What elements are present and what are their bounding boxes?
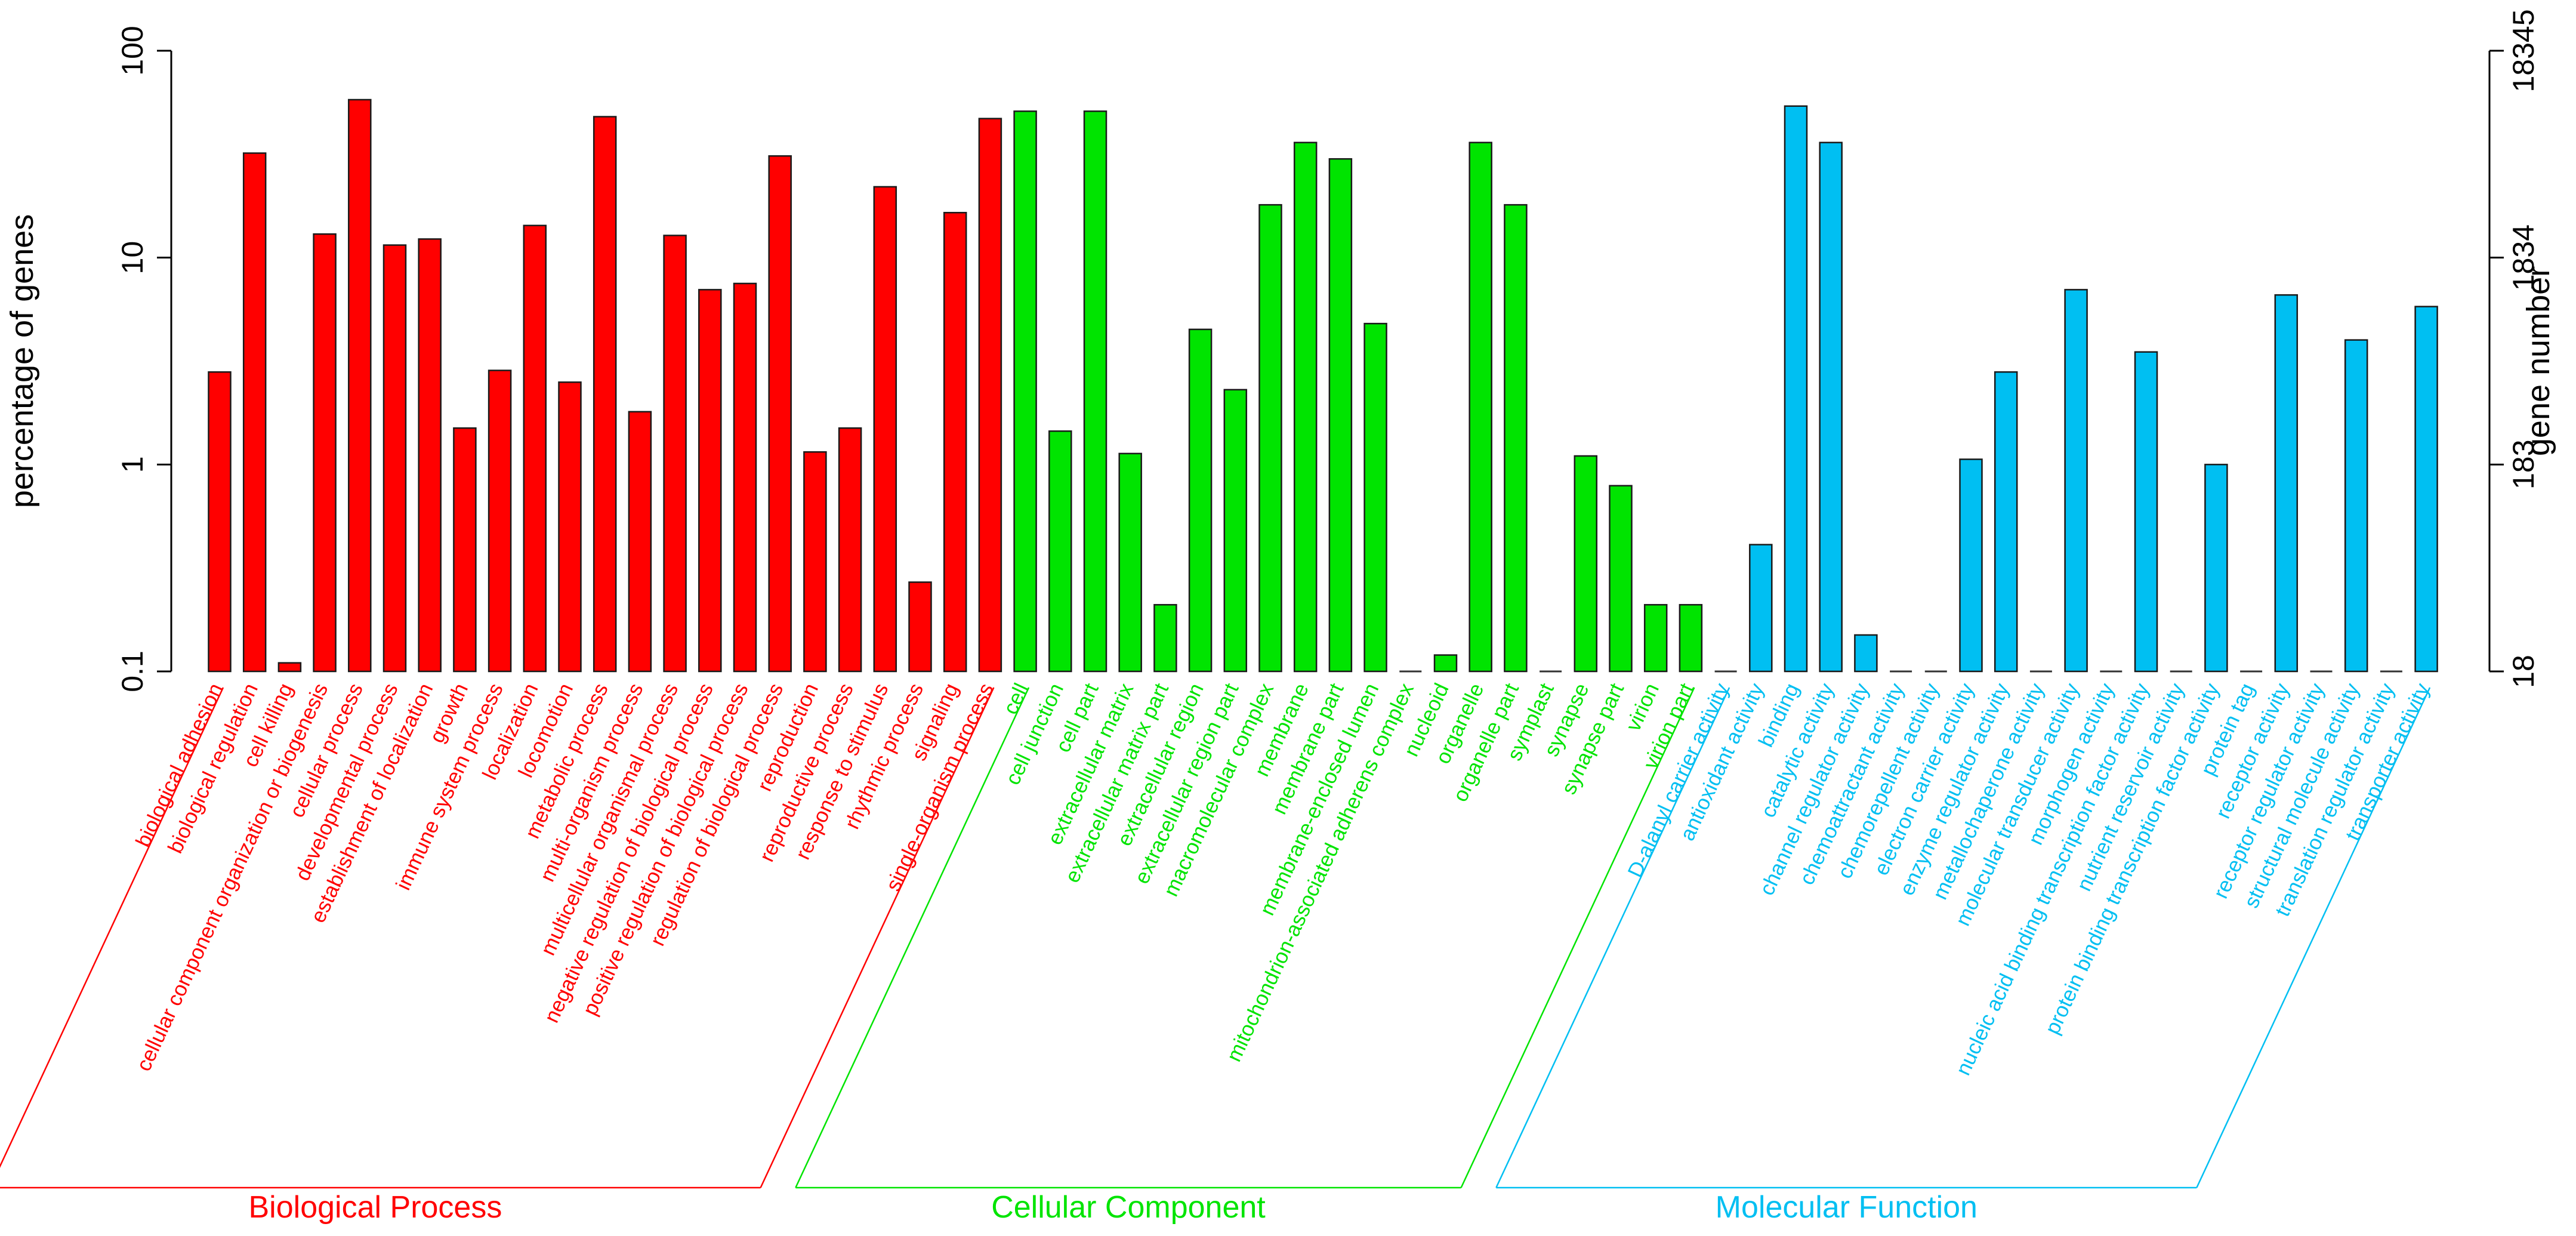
bracket-molecular_function-left: [1495, 687, 1730, 1188]
bar-locomotion: [558, 381, 582, 673]
group-label-cellular_component: Cellular Component: [991, 1190, 1266, 1225]
bar-organelle-part: [1504, 204, 1528, 673]
bar-antioxidant-activity: [1749, 544, 1773, 673]
bar-cell-junction: [1048, 430, 1072, 673]
bracket-cellular_component-left: [795, 687, 1030, 1188]
bar-transporter-activity: [2414, 306, 2438, 673]
bar-nucleic-acid-binding-transcription-factor-activity: [2134, 351, 2158, 673]
bar-rhythmic-process: [908, 581, 932, 673]
bar-cellular-process: [348, 98, 372, 673]
left-y-axis: 0.1 1 10 100: [116, 26, 172, 692]
bar-protein-binding-transcription-factor-activity: [2204, 464, 2228, 673]
bar-organelle: [1469, 141, 1492, 673]
bar-virion-part: [1679, 604, 1703, 673]
bar-biological-regulation: [242, 152, 267, 673]
right-tick-label: 183: [2507, 440, 2540, 489]
bar-molecular-transducer-activity: [2064, 289, 2088, 673]
bar-nucleoid: [1433, 654, 1458, 673]
right-y-axis: 18 183 1834 18345: [2488, 9, 2540, 688]
group-label-molecular_function: Molecular Function: [1716, 1190, 1977, 1225]
bar-membrane-enclosed-lumen: [1363, 322, 1387, 673]
bar-synapse: [1574, 455, 1598, 673]
bar-localization: [523, 224, 547, 673]
bar-enzyme-regulator-activity: [1994, 371, 2018, 673]
bar-growth: [453, 427, 477, 673]
bar-channel-regulator-activity: [1854, 634, 1878, 673]
bar-metabolic-process: [593, 116, 617, 673]
bracket-molecular_function-right: [2196, 687, 2431, 1188]
right-tick-label: 18: [2507, 655, 2540, 688]
bar-electron-carrier-activity: [1959, 458, 1983, 673]
bar-cell: [1013, 110, 1037, 673]
bar-binding: [1784, 105, 1808, 673]
bar-multicellular-organismal-process: [663, 235, 687, 673]
left-tick-label: 10: [116, 241, 149, 275]
bracket-biological_process-right: [760, 687, 995, 1188]
bar-positive-regulation-of-biological-process: [733, 282, 757, 673]
bar-cellular-component-organization-or-biogenesis: [313, 233, 337, 673]
bar-macromolecular-complex: [1258, 204, 1282, 673]
right-tick-label: 18345: [2507, 9, 2540, 92]
bar-membrane-part: [1328, 158, 1353, 673]
category-label-cell: cell: [999, 680, 1034, 718]
right-y-axis-title: gene number: [2521, 266, 2556, 456]
bar-reproductive-process: [838, 427, 862, 673]
bar-extracellular-matrix-part: [1153, 604, 1177, 673]
left-tick-label: 100: [116, 26, 149, 75]
bar-catalytic-activity: [1819, 141, 1843, 673]
bracket-cellular_component-right: [1460, 687, 1695, 1188]
right-tick-label: 1834: [2507, 224, 2540, 291]
bar-negative-regulation-of-biological-process: [698, 289, 722, 673]
bar-receptor-activity: [2274, 294, 2299, 673]
left-tick-label: 1: [116, 456, 149, 473]
left-y-axis-title: percentage of genes: [4, 214, 40, 508]
bar-establishment-of-localization: [418, 238, 442, 673]
bar-cell-part: [1083, 110, 1107, 673]
group-brackets: Biological Process Cellular Component Mole…: [0, 687, 2431, 1225]
bracket-biological_process-left: [0, 687, 224, 1169]
bars: [208, 98, 2438, 673]
bar-multi-organism-process: [628, 411, 652, 673]
bar-developmental-process: [382, 244, 407, 673]
bar-synapse-part: [1609, 485, 1633, 673]
bar-extracellular-matrix: [1118, 452, 1142, 673]
bar-reproduction: [803, 451, 827, 673]
bar-extracellular-region: [1188, 328, 1213, 673]
left-tick-label: 0.1: [116, 651, 149, 692]
bar-membrane: [1293, 141, 1318, 673]
bar-response-to-stimulus: [873, 186, 897, 673]
bar-virion: [1643, 604, 1668, 673]
bar-cell-killing: [277, 662, 302, 673]
bar-biological-adhesion: [208, 371, 232, 673]
bar-signaling: [943, 212, 967, 673]
bar-single-organism-process: [978, 118, 1002, 673]
bar-structural-molecule-activity: [2344, 339, 2368, 673]
bar-extracellular-region-part: [1223, 389, 1248, 673]
bar-regulation-of-biological-process: [768, 155, 792, 673]
group-label-biological_process: Biological Process: [248, 1190, 502, 1225]
bar-immune-system-process: [488, 369, 512, 673]
